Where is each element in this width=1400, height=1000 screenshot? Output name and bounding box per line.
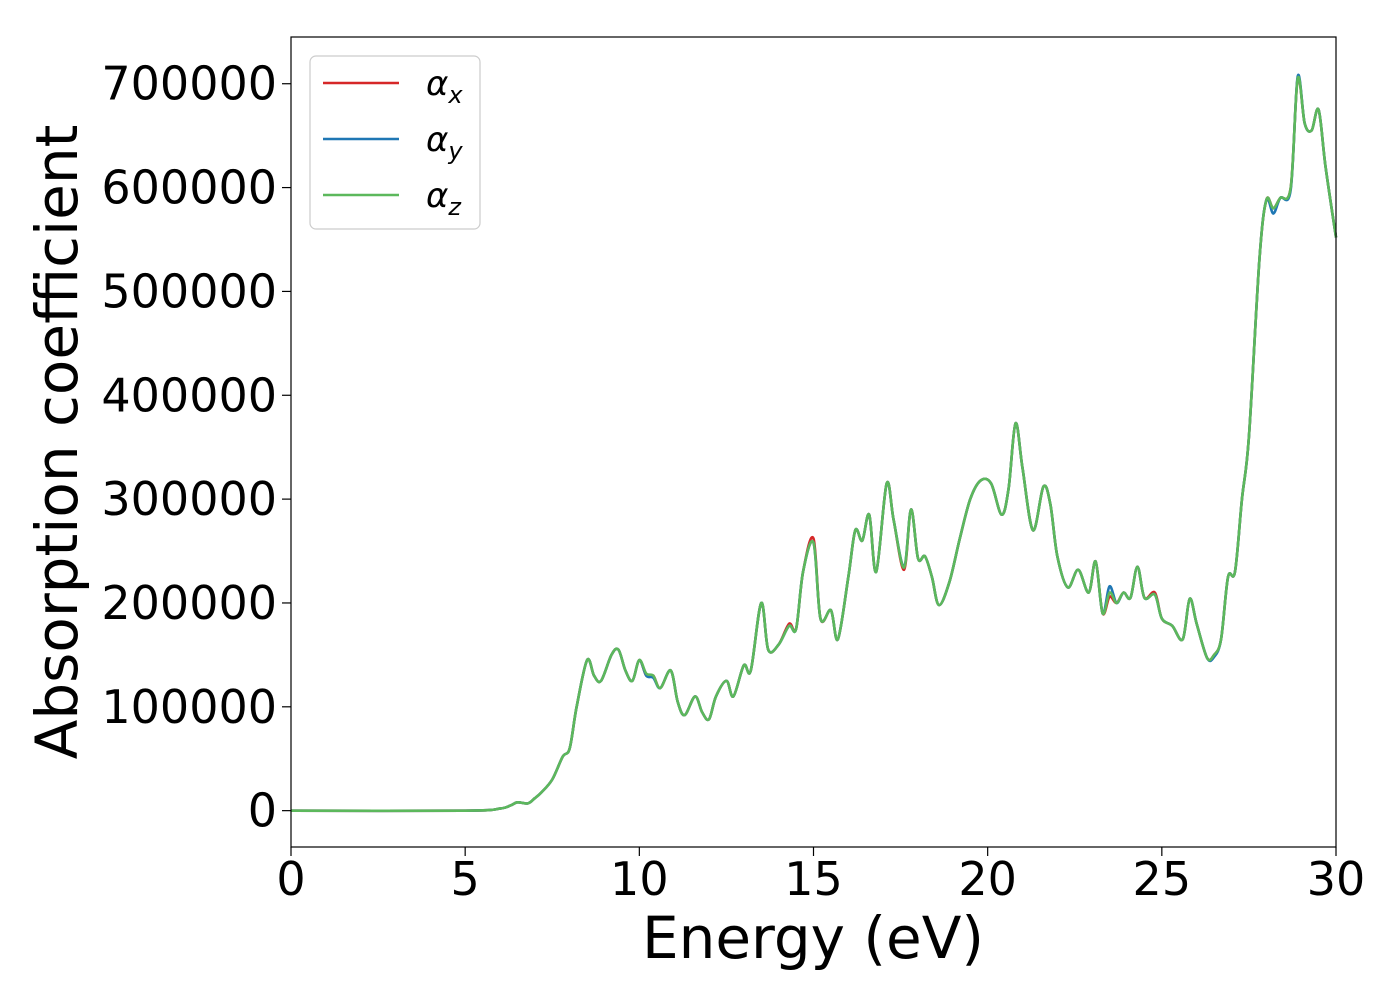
y-axis: 0 100000 200000 300000 400000 500000 600000 700… (101, 57, 291, 838)
legend-label-y: αy (426, 120, 463, 165)
x-tick-label: 10 (610, 852, 669, 906)
y-tick-label: 500000 (101, 264, 277, 318)
x-tick-label: 15 (784, 852, 843, 906)
legend-subscript: x (447, 81, 463, 109)
alpha-z-line (290, 75, 1338, 813)
x-axis-label: Energy (eV) (642, 904, 984, 972)
legend-label-x: αx (426, 64, 463, 109)
legend-box (309, 55, 481, 230)
y-tick-label: 300000 (101, 472, 277, 526)
legend-symbol: α (426, 64, 448, 104)
y-tick-label: 700000 (101, 57, 277, 111)
legend-symbol: α (426, 176, 448, 216)
y-tick-label: 100000 (101, 680, 277, 734)
x-tick-label: 0 (276, 852, 305, 906)
y-tick-label: 600000 (101, 161, 277, 215)
legend-subscript: y (447, 137, 463, 165)
series-layer (290, 73, 1338, 813)
x-tick-label: 30 (1307, 852, 1366, 906)
y-tick-label: 0 (248, 784, 277, 838)
x-axis: 0 5 10 15 20 25 30 (276, 847, 1365, 906)
x-tick-label: 20 (958, 852, 1017, 906)
x-tick-label: 25 (1133, 852, 1192, 906)
legend-label-z: αz (426, 176, 462, 221)
legend-symbol: α (426, 120, 448, 160)
y-axis-label: Absorption coefficient (23, 125, 91, 760)
y-tick-label: 400000 (101, 368, 277, 422)
legend-subscript: z (447, 193, 462, 221)
y-tick-label: 200000 (101, 576, 277, 630)
x-tick-label: 5 (451, 852, 480, 906)
